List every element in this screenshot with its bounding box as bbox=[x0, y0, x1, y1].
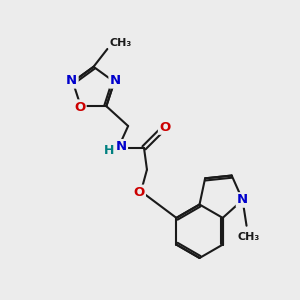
Text: CH₃: CH₃ bbox=[110, 38, 132, 48]
Text: N: N bbox=[237, 194, 248, 206]
Text: O: O bbox=[74, 101, 85, 114]
Text: N: N bbox=[66, 74, 77, 87]
Text: O: O bbox=[159, 121, 170, 134]
Text: O: O bbox=[134, 186, 145, 199]
Text: H: H bbox=[104, 144, 115, 157]
Text: CH₃: CH₃ bbox=[237, 232, 260, 242]
Text: N: N bbox=[110, 74, 121, 87]
Text: N: N bbox=[116, 140, 127, 153]
